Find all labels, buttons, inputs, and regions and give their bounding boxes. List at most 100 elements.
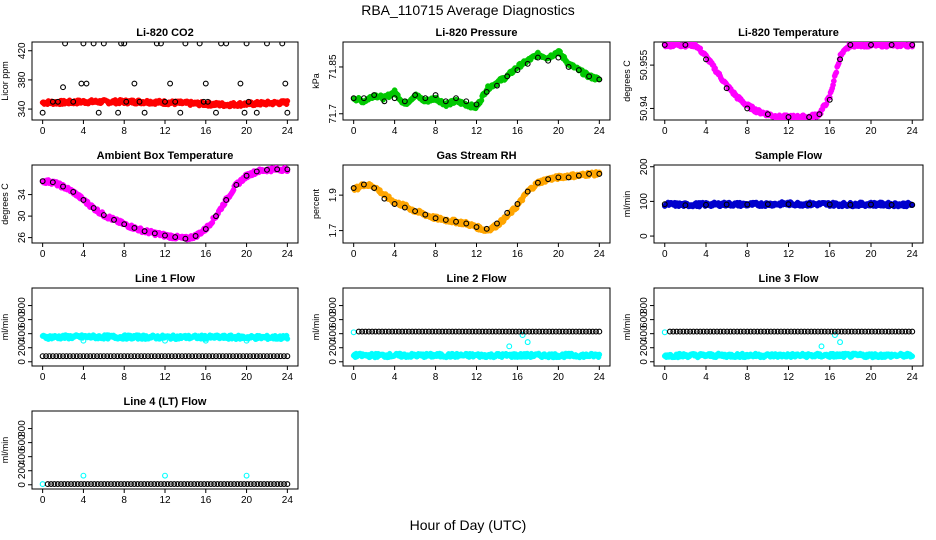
y-tick-label: 200 <box>17 462 28 479</box>
series-black-point <box>137 481 144 488</box>
series-black-point <box>737 328 744 335</box>
y-tick-label: 0 <box>328 359 339 365</box>
y-tick-label: 30 <box>17 210 28 222</box>
series-black-point <box>479 328 486 335</box>
series-black-point <box>741 328 747 335</box>
series-black-point <box>207 481 214 488</box>
series-black-point <box>794 328 801 335</box>
series-black-point <box>100 42 107 47</box>
series-black-point <box>757 328 764 335</box>
series-black-point <box>583 328 589 335</box>
series-black-point <box>202 226 209 232</box>
x-tick-label: 16 <box>200 126 212 137</box>
series-black-point <box>147 481 154 488</box>
series-black-point <box>200 98 207 105</box>
series-black-point <box>804 328 811 335</box>
series-black-point <box>593 328 599 335</box>
series-black-point <box>66 353 73 360</box>
y-tick-label: 1.9 <box>328 188 339 202</box>
x-tick-label: 24 <box>907 372 919 383</box>
x-tick-label: 4 <box>703 249 709 260</box>
series-black-point <box>589 328 596 335</box>
series-black-point <box>909 328 916 335</box>
series-cyan-point <box>831 332 838 339</box>
series-black-point <box>449 328 456 335</box>
y-tick-label: 200 <box>328 339 339 356</box>
series-black-point <box>70 98 77 105</box>
series-black-point <box>516 328 523 335</box>
series-black-point <box>825 328 832 335</box>
series-black-point <box>48 481 55 488</box>
series-cyan-point <box>506 343 513 350</box>
plot-area <box>39 332 291 360</box>
x-tick-label: 16 <box>200 372 212 383</box>
series-cyan-point <box>519 332 526 339</box>
x-tick-label: 16 <box>512 249 524 260</box>
panel-6: Sample Flow ml/min 0 4 8 12 16 20 24 0 100 200 <box>622 150 924 260</box>
y-tick-label: 71.85 <box>328 54 339 79</box>
series-black-point <box>217 481 224 488</box>
series-black-point <box>236 353 243 360</box>
series-black-point <box>80 197 87 203</box>
series-black-point <box>707 328 714 335</box>
y-tick-label: 400 <box>17 448 28 465</box>
series-black-point <box>279 42 286 47</box>
x-tick-label: 12 <box>783 126 795 137</box>
series-black-point <box>104 481 111 488</box>
series-black-point <box>781 328 788 335</box>
series-black-point <box>828 328 835 335</box>
x-tick-label: 0 <box>40 249 46 260</box>
series-black-point <box>49 179 56 186</box>
series-black-point <box>872 328 879 335</box>
series-black-point <box>359 328 366 335</box>
y-tick-label: 400 <box>17 325 28 342</box>
series-black-point <box>422 328 429 335</box>
series-black-point <box>167 80 174 87</box>
series-black-point <box>806 114 813 120</box>
series-black-point <box>545 57 552 64</box>
x-tick-label: 20 <box>553 126 565 137</box>
y-axis-label: ml/min <box>622 314 632 341</box>
series-black-point <box>504 209 511 216</box>
series-black-point <box>134 481 141 488</box>
y-tick-label: 420 <box>17 42 28 59</box>
series-cyan-point <box>284 335 291 342</box>
series-black-point <box>167 481 174 488</box>
series-black-point <box>227 481 234 488</box>
series-black-point <box>565 64 572 70</box>
series-black-point <box>204 98 211 105</box>
series-black-point <box>138 353 145 360</box>
x-tick-label: 20 <box>553 372 565 383</box>
y-tick-label: 400 <box>639 325 650 342</box>
series-black-point <box>690 328 697 335</box>
series-black-point <box>97 353 104 360</box>
x-tick-label: 8 <box>744 372 750 383</box>
series-black-point <box>858 328 865 335</box>
series-black-point <box>579 328 586 335</box>
plot-frame <box>31 41 299 121</box>
x-tick-label: 0 <box>351 249 357 260</box>
series-black-point <box>569 328 576 335</box>
series-black-point <box>56 353 63 360</box>
y-axis-label: degrees C <box>622 60 632 102</box>
series-black-point <box>64 481 71 488</box>
series-black-point <box>462 328 469 335</box>
plot-frame <box>31 410 299 490</box>
series-black-point <box>77 353 83 360</box>
series-black-point <box>391 201 398 207</box>
series-cyan-point <box>39 481 46 488</box>
series-black-point <box>412 328 419 335</box>
series-black-point <box>277 353 284 360</box>
series-black-point <box>90 353 97 360</box>
series-black-point <box>94 353 100 360</box>
series-black-point <box>90 42 97 47</box>
series-black-point <box>223 197 230 203</box>
series-black-point <box>282 80 289 87</box>
series-black-point <box>355 328 362 335</box>
series-black-point <box>219 353 226 360</box>
x-tick-label: 0 <box>351 126 357 137</box>
series-black-point <box>575 172 582 179</box>
series-black-point <box>677 328 683 335</box>
y-tick-label: 71.7 <box>328 104 339 124</box>
series-magenta-point <box>909 43 916 50</box>
